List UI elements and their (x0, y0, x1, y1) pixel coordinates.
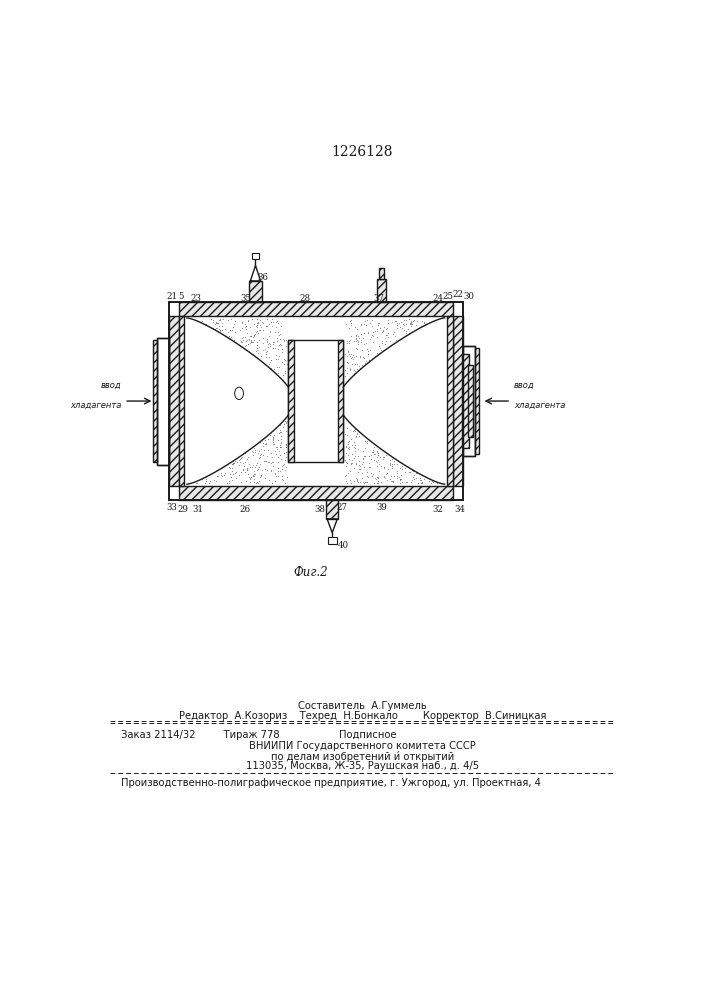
Text: ввод: ввод (514, 381, 534, 390)
Polygon shape (377, 279, 387, 302)
Polygon shape (468, 365, 473, 437)
Polygon shape (252, 253, 259, 259)
Text: 40: 40 (338, 541, 349, 550)
Text: ввод: ввод (101, 381, 122, 390)
Text: 22: 22 (452, 290, 463, 299)
Polygon shape (378, 268, 385, 279)
Polygon shape (452, 316, 462, 486)
Text: 113035, Москва, Ж-35, Раушская наб., д. 4/5: 113035, Москва, Ж-35, Раушская наб., д. … (246, 761, 479, 771)
Text: 26: 26 (239, 505, 250, 514)
Text: 37: 37 (373, 294, 384, 303)
Text: 30: 30 (464, 292, 474, 301)
Polygon shape (157, 338, 169, 465)
Polygon shape (475, 348, 479, 454)
Text: Фиг.2: Фиг.2 (293, 566, 327, 579)
Text: 24: 24 (433, 294, 443, 303)
Text: 23: 23 (191, 294, 201, 303)
Polygon shape (153, 340, 157, 462)
Polygon shape (462, 354, 469, 448)
Polygon shape (326, 500, 338, 519)
Text: 1226128: 1226128 (332, 145, 393, 159)
Text: 38: 38 (315, 505, 326, 514)
Text: Составитель  А.Гуммель: Составитель А.Гуммель (298, 701, 427, 711)
Text: 28: 28 (299, 294, 310, 303)
Text: 33: 33 (166, 503, 177, 512)
Text: Заказ 2114/32         Тираж 778                   Подписное: Заказ 2114/32 Тираж 778 Подписное (122, 730, 397, 740)
Text: 36: 36 (258, 273, 269, 282)
Text: 27: 27 (337, 503, 348, 512)
Polygon shape (179, 316, 185, 486)
Text: ВНИИПИ Государственного комитета СССР: ВНИИПИ Государственного комитета СССР (249, 741, 476, 751)
Polygon shape (169, 316, 179, 486)
Polygon shape (448, 316, 452, 486)
Text: хладагента: хладагента (70, 401, 122, 410)
Text: 39: 39 (376, 503, 387, 512)
Text: 25: 25 (443, 292, 453, 301)
Text: 29: 29 (177, 505, 188, 514)
Text: 21: 21 (166, 292, 177, 301)
Polygon shape (250, 281, 262, 302)
Text: 35: 35 (240, 294, 251, 303)
Polygon shape (288, 340, 294, 462)
Text: 32: 32 (433, 505, 443, 514)
Text: хладагента: хладагента (514, 401, 565, 410)
Polygon shape (338, 340, 343, 462)
Text: Редактор  А.Козориз    Техред  Н.Бонкало        Корректор  В.Синицкая: Редактор А.Козориз Техред Н.Бонкало Корр… (179, 711, 546, 721)
Text: Производственно-полиграфическое предприятие, г. Ужгород, ул. Проектная, 4: Производственно-полиграфическое предприя… (122, 778, 541, 788)
Circle shape (235, 387, 243, 400)
Text: 31: 31 (192, 505, 203, 514)
Text: 34: 34 (454, 505, 465, 514)
Polygon shape (328, 537, 337, 544)
Text: 5: 5 (178, 292, 184, 301)
Polygon shape (179, 302, 452, 316)
Polygon shape (462, 346, 475, 456)
Polygon shape (288, 340, 343, 462)
Text: по делам изобретений и́ открытий: по делам изобретений и́ открытий (271, 751, 454, 762)
Polygon shape (179, 486, 452, 500)
